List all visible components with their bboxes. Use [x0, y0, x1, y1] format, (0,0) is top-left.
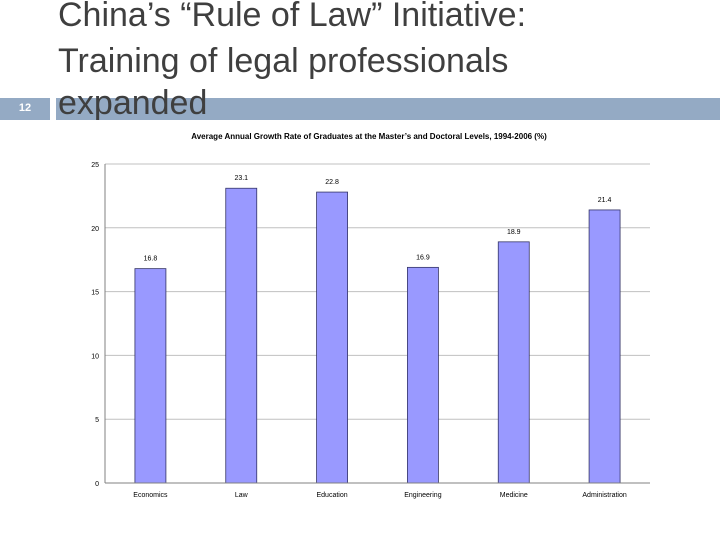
y-tick-label: 25 — [91, 162, 99, 169]
bar-economics — [134, 268, 167, 484]
bar-value-label: 16.9 — [416, 254, 430, 261]
grid-layer — [105, 163, 650, 484]
y-tick-label: 10 — [91, 353, 99, 360]
bar-layer — [134, 187, 621, 484]
x-tick-label: Administration — [582, 492, 626, 499]
axis-layer: 0 5 10 15 20 25 Economics Law Education Engineeri… — [91, 162, 650, 499]
bar-engineering — [407, 266, 439, 484]
y-tick-label: 20 — [91, 226, 99, 233]
title-line-2: Training of legal professionals — [58, 42, 509, 80]
bar-chart: Average Annual Growth Rate of Graduates … — [91, 132, 650, 499]
chart-title: Average Annual Growth Rate of Graduates … — [191, 132, 547, 141]
slide-number: 12 — [18, 102, 32, 114]
label-layer: 16.8 23.1 22.8 16.9 18.9 21.4 — [144, 175, 612, 262]
x-tick-label: Economics — [133, 492, 168, 499]
bar-value-label: 18.9 — [507, 229, 521, 236]
bar-value-label: 21.4 — [598, 197, 612, 204]
x-tick-label: Law — [235, 492, 249, 499]
bar-value-label: 22.8 — [325, 179, 339, 186]
bar-value-label: 23.1 — [234, 175, 248, 182]
title-line-3: expanded — [58, 84, 208, 122]
bar-law — [225, 187, 258, 484]
header-strip — [56, 98, 720, 120]
slide-number-box: 12 — [0, 98, 50, 120]
y-tick-label: 0 — [95, 481, 99, 488]
y-tick-label: 15 — [91, 290, 99, 297]
x-tick-label: Engineering — [404, 492, 441, 499]
y-tick-label: 5 — [95, 417, 99, 424]
bar-medicine — [497, 241, 530, 484]
chart-area: Average Annual Growth Rate of Graduates … — [56, 120, 720, 540]
bar-value-label: 16.8 — [144, 256, 158, 263]
bar-education — [316, 191, 348, 484]
bar-administration — [588, 209, 621, 484]
x-tick-label: Education — [317, 492, 348, 499]
x-tick-label: Medicine — [500, 492, 528, 499]
title-line-1: China’s “Rule of Law” Initiative: — [58, 0, 527, 34]
